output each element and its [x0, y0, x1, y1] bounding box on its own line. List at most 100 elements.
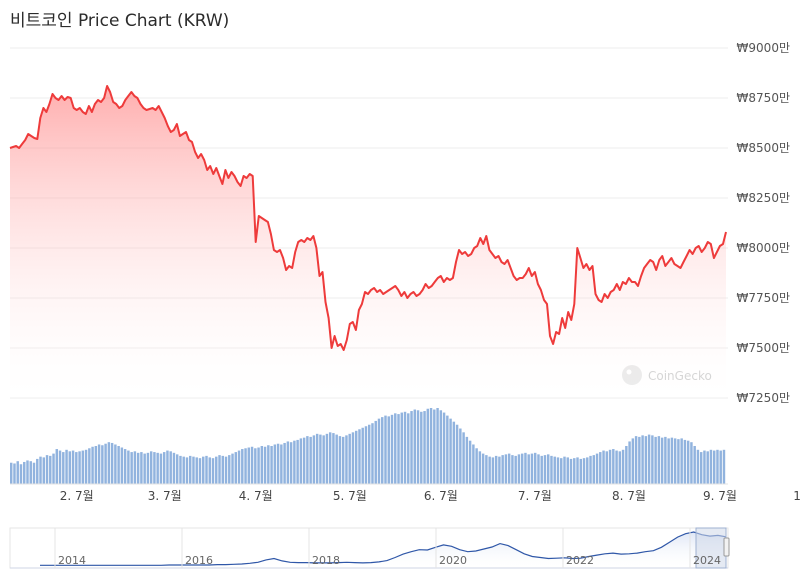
volume-bar — [133, 451, 137, 484]
volume-bar — [104, 443, 107, 484]
volume-bar — [722, 449, 726, 484]
volume-bar — [368, 424, 371, 484]
volume-bar — [407, 413, 410, 484]
volume-bar — [263, 446, 267, 484]
volume-bar — [123, 449, 127, 484]
navigator-handle[interactable] — [723, 537, 730, 557]
volume-bar — [709, 449, 713, 484]
volume-bar — [569, 458, 573, 484]
volume-bar — [615, 450, 618, 484]
volume-bar — [140, 452, 143, 484]
volume-bar — [162, 452, 166, 484]
volume-bars — [10, 408, 726, 484]
volume-bar — [234, 452, 238, 484]
volume-bar — [423, 411, 426, 484]
volume-bar — [29, 461, 32, 484]
navigator-selected-range[interactable] — [695, 527, 727, 569]
volume-bar — [228, 455, 231, 484]
volume-bar — [130, 452, 133, 484]
volume-bar — [332, 433, 335, 484]
volume-bar — [286, 441, 290, 484]
y-tick-label: ₩8500만 — [737, 141, 790, 155]
volume-bar — [198, 458, 202, 484]
volume-bar — [110, 442, 114, 484]
volume-bar — [149, 451, 153, 484]
volume-bar — [179, 455, 182, 484]
volume-bar — [338, 436, 342, 484]
x-tick-label: 2. 7월 — [60, 489, 94, 503]
volume-bar — [618, 451, 622, 484]
volume-bar — [520, 453, 524, 484]
volume-bar — [446, 415, 449, 484]
volume-bar — [683, 439, 687, 484]
volume-bar — [647, 434, 651, 484]
volume-bar — [39, 456, 42, 484]
volume-bar — [400, 412, 403, 484]
price-line — [9, 85, 727, 351]
volume-bar — [202, 456, 205, 484]
volume-bar — [540, 455, 543, 484]
volume-bar — [78, 451, 81, 484]
volume-bar — [628, 441, 631, 484]
volume-bar — [146, 452, 150, 484]
navigator-year-label: 2018 — [312, 554, 340, 567]
volume-bar — [322, 435, 325, 484]
volume-bar — [117, 446, 120, 484]
volume-bar — [573, 458, 576, 484]
volume-bar — [416, 410, 420, 484]
volume-bar — [94, 446, 98, 484]
volume-bar — [325, 433, 329, 484]
volume-bar — [625, 446, 628, 484]
volume-bar — [10, 462, 13, 484]
volume-bar — [696, 449, 700, 484]
volume-bar — [703, 450, 706, 484]
volume-bar — [52, 453, 55, 484]
volume-bar — [602, 450, 605, 484]
volume-bar — [267, 445, 270, 484]
volume-bar — [677, 439, 680, 484]
volume-bar — [159, 453, 163, 484]
volume-bar — [237, 450, 241, 484]
volume-bar — [566, 457, 569, 484]
volume-bar — [397, 414, 400, 484]
volume-bar — [501, 455, 504, 484]
volume-bar — [504, 454, 508, 484]
volume-bar — [319, 434, 322, 484]
volume-bar — [260, 446, 264, 484]
volume-bar — [511, 455, 514, 484]
volume-bar — [68, 451, 72, 484]
volume-bar — [641, 435, 644, 484]
volume-bar — [32, 462, 36, 484]
volume-bar — [537, 454, 540, 484]
volume-bar — [612, 449, 615, 484]
volume-bar — [364, 426, 368, 484]
volume-bar — [582, 458, 586, 484]
volume-bar — [514, 455, 517, 484]
y-tick-label: ₩8750만 — [737, 91, 790, 105]
volume-bar — [556, 457, 560, 484]
volume-bar — [84, 449, 88, 484]
volume-bar — [465, 436, 469, 484]
x-tick-label: 8. 7월 — [612, 489, 646, 503]
volume-bar — [693, 446, 696, 484]
volume-bar — [215, 456, 218, 484]
volume-bar — [550, 455, 553, 484]
volume-bar — [599, 452, 602, 484]
volume-bar — [517, 454, 521, 484]
volume-bar — [390, 414, 394, 484]
volume-bar — [351, 432, 355, 484]
volume-bar — [26, 460, 29, 484]
volume-bar — [553, 456, 556, 484]
volume-bar — [485, 455, 488, 484]
volume-bar — [384, 415, 387, 484]
volume-bar — [547, 454, 550, 484]
volume-bar — [634, 436, 638, 484]
range-navigator[interactable]: 2014 2016 2018 2020 2022 2024 — [9, 527, 730, 569]
volume-bar — [498, 456, 501, 484]
volume-bar — [712, 450, 716, 484]
volume-bar — [296, 439, 299, 484]
volume-bar — [410, 411, 413, 484]
volume-bar — [478, 451, 482, 484]
